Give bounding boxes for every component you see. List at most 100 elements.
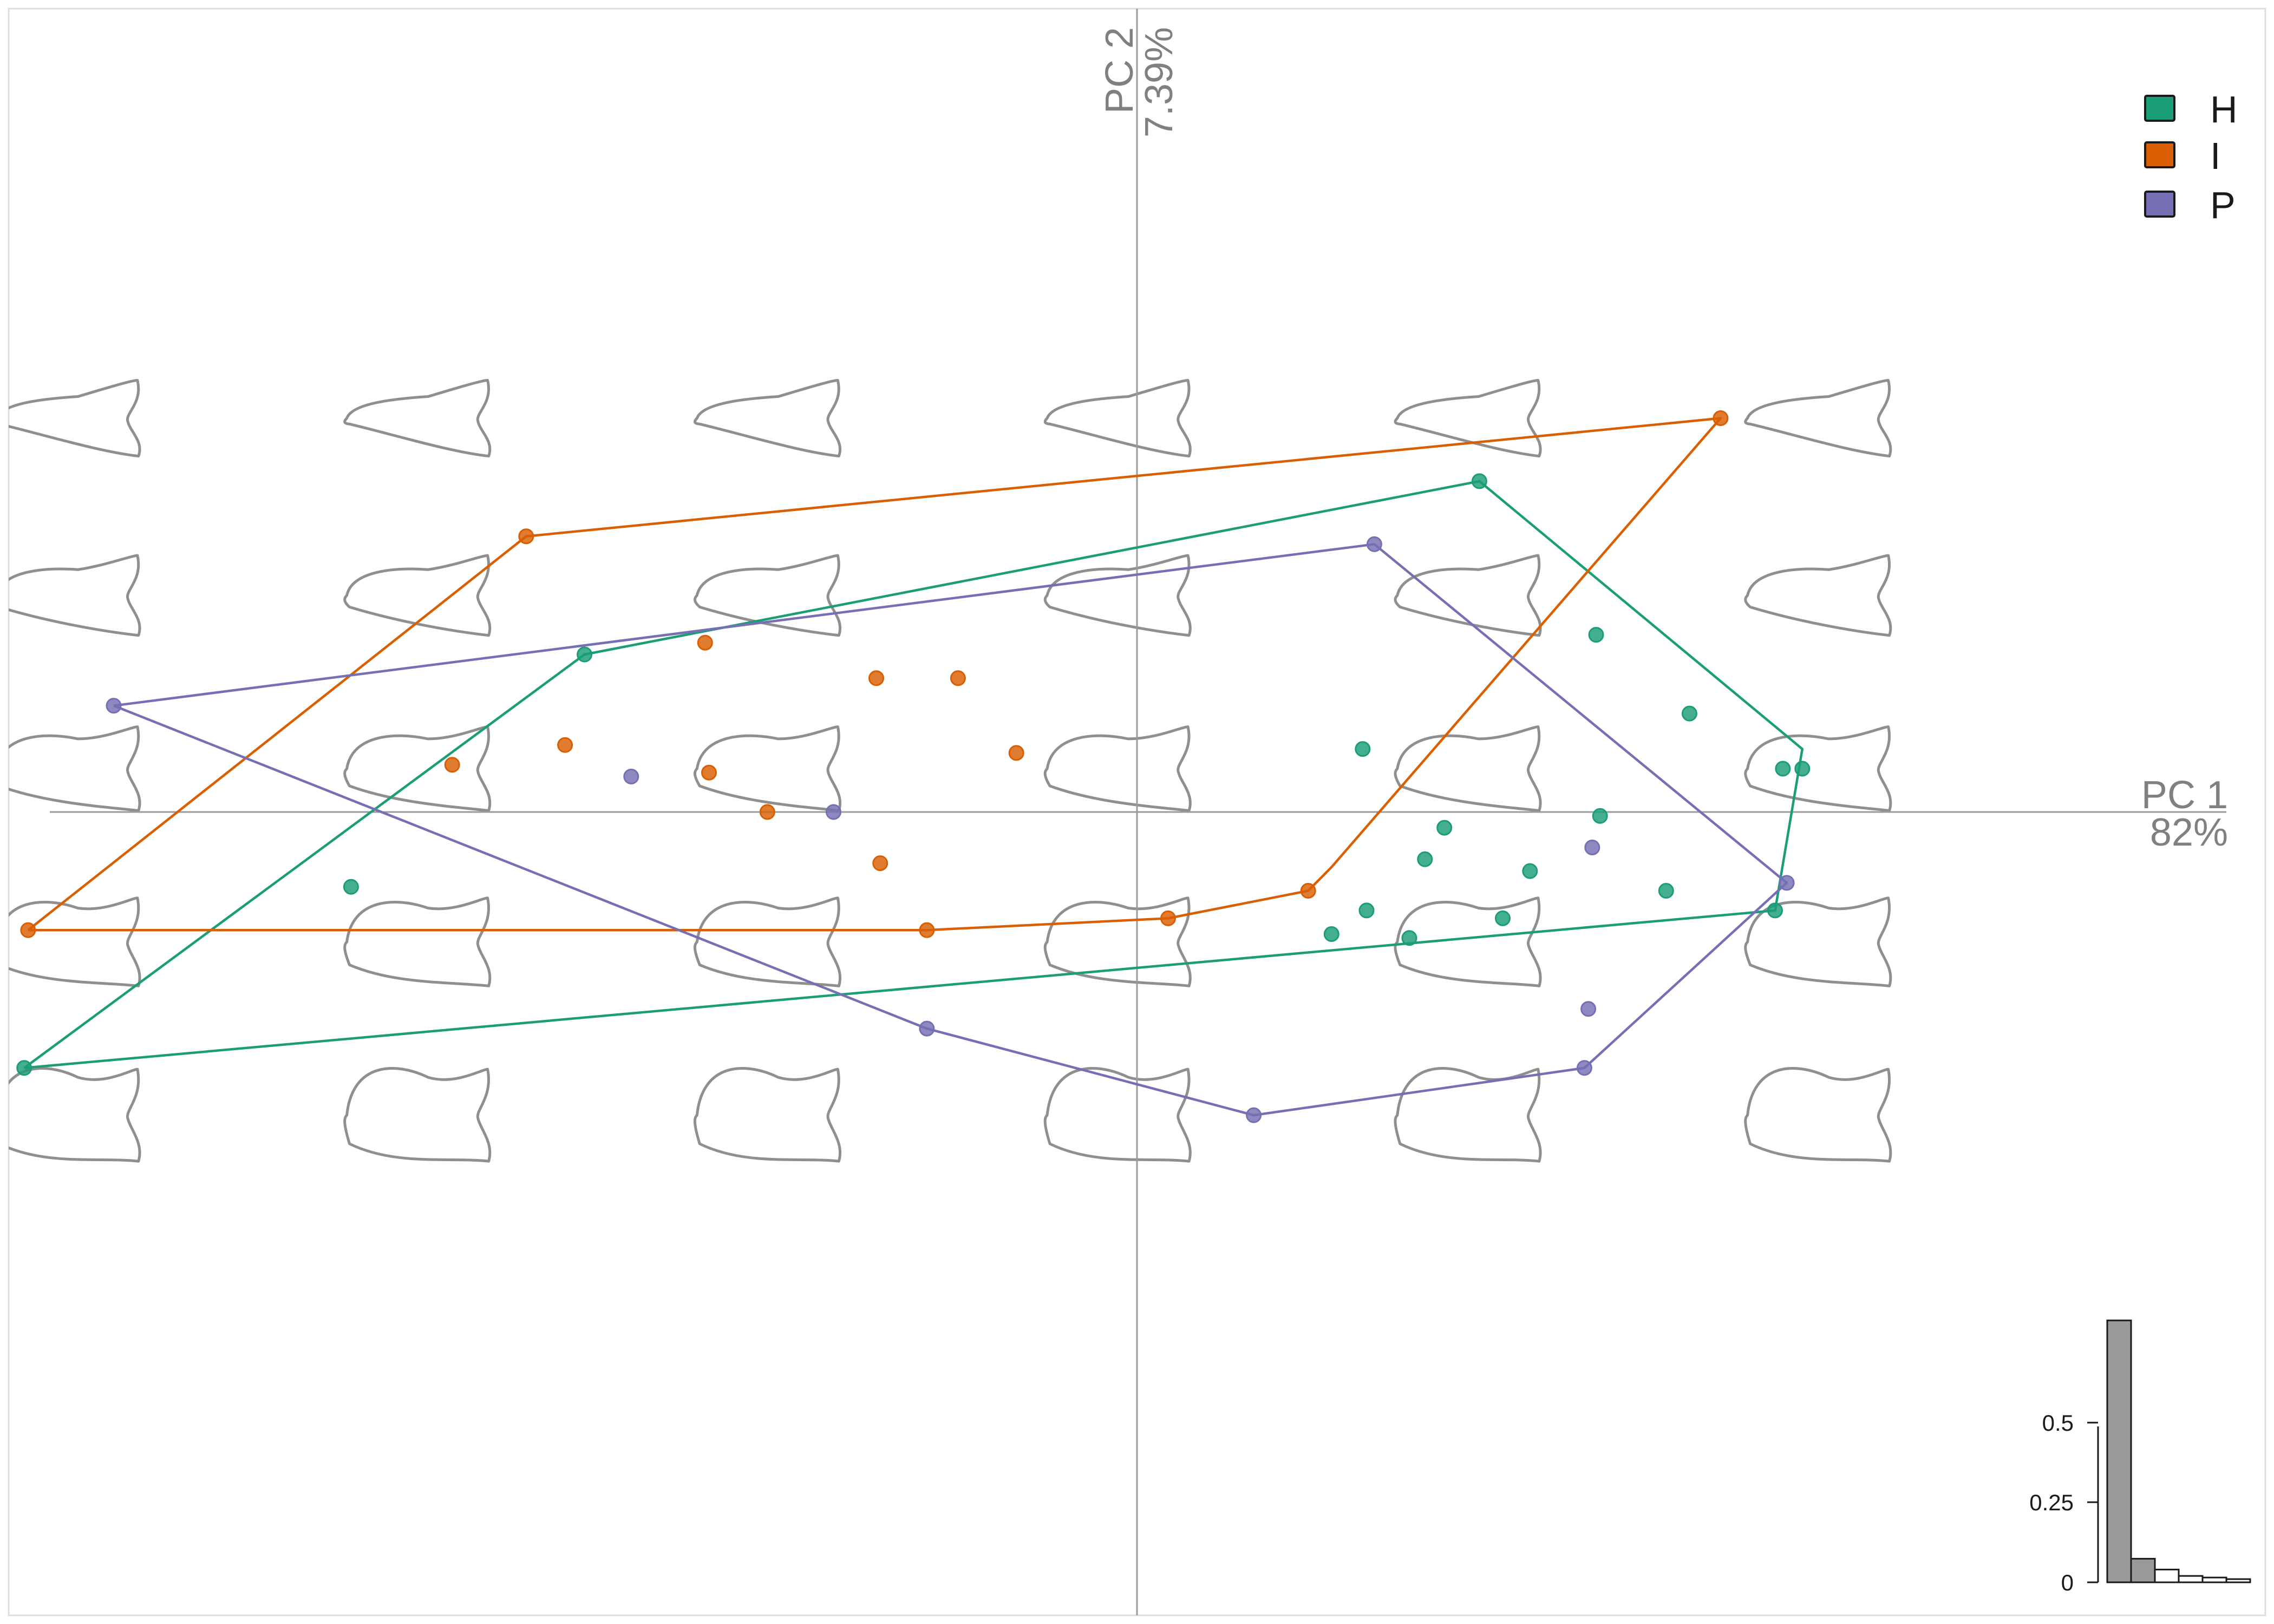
point-i-14 (20, 922, 36, 938)
hull-h (23, 480, 1804, 1070)
eig-bar-6 (2225, 1578, 2251, 1583)
morphospace-shape-r0-c3 (1043, 379, 1192, 458)
point-h-0 (343, 879, 359, 895)
point-h-15 (1401, 930, 1417, 946)
point-p-9 (106, 698, 122, 714)
legend-item-i: I (2144, 135, 2220, 177)
morphospace-shapes (9, 379, 1892, 1163)
eig-tick-label-05: 0.5 (2042, 1410, 2074, 1436)
eig-bar-4 (2178, 1575, 2204, 1583)
point-p-6 (1576, 1060, 1592, 1076)
point-i-3 (950, 670, 966, 686)
point-h-16 (1495, 910, 1511, 926)
legend-label-h: H (2210, 88, 2238, 130)
point-i-0 (518, 528, 534, 545)
morphospace-shape-r4-c5 (1744, 1067, 1892, 1163)
point-h-10 (1417, 851, 1433, 867)
point-i-2 (868, 670, 884, 686)
legend-label-p: P (2210, 184, 2236, 226)
morphospace-shape-r2-c2 (693, 725, 841, 813)
legend-swatch-i (2144, 141, 2175, 168)
morphospace-shape-r4-c4 (1394, 1067, 1542, 1163)
eig-bars (2106, 1319, 2251, 1583)
point-p-4 (1779, 875, 1795, 891)
morphospace-shape-r1-c0 (9, 554, 141, 637)
data-points (16, 410, 1811, 1123)
point-i-12 (1300, 883, 1316, 899)
point-p-5 (1580, 1001, 1597, 1017)
pc2-axis-title: PC 2 7.39% (1098, 27, 1181, 137)
morphospace-shape-r1-c5 (1744, 554, 1892, 637)
point-p-1 (826, 804, 841, 820)
morphospace-shape-r3-c5 (1744, 896, 1892, 987)
point-p-3 (1584, 840, 1600, 855)
morphospace-shape-r3-c4 (1394, 896, 1542, 987)
point-h-13 (1323, 926, 1339, 942)
eig-tick-label-025: 0.25 (2029, 1490, 2074, 1515)
pc1-axis-variance: 82% (2150, 811, 2228, 854)
morphospace-shape-r3-c0 (9, 896, 141, 987)
point-i-4 (557, 737, 573, 753)
point-i-10 (919, 922, 935, 938)
point-h-7 (1355, 741, 1371, 757)
pc2-axis-variance: 7.39% (1138, 27, 1181, 137)
morphospace-shape-r2-c4 (1394, 725, 1542, 813)
point-p-8 (919, 1020, 935, 1037)
morphospace-shape-r0-c0 (9, 379, 141, 458)
morphospace-shape-r2-c1 (343, 725, 492, 813)
convex-hulls (23, 417, 1804, 1117)
morphospace-shape-r0-c4 (1394, 379, 1542, 458)
point-i-6 (701, 764, 717, 781)
pc1-axis-label: PC 1 (2141, 774, 2228, 817)
pc2-axis-label: PC 2 (1098, 27, 1141, 114)
point-h-17 (1767, 902, 1783, 919)
morphospace-shape-r1-c1 (343, 554, 492, 637)
eig-bar-1 (2106, 1319, 2132, 1583)
point-i-8 (759, 804, 775, 820)
morphospace-shape-r4-c1 (343, 1067, 492, 1163)
eig-bar-3 (2154, 1568, 2180, 1583)
morphospace-shape-r0-c2 (693, 379, 841, 458)
point-i-9 (872, 855, 888, 872)
point-p-2 (1366, 536, 1382, 552)
eig-bar-5 (2201, 1576, 2227, 1583)
legend-swatch-h (2144, 95, 2175, 122)
point-h-5 (1794, 761, 1811, 777)
point-i-7 (1008, 745, 1024, 761)
legend-item-p: P (2144, 184, 2236, 226)
morphospace-shape-r2-c3 (1043, 725, 1192, 813)
morphospace-shape-r4-c2 (693, 1067, 841, 1163)
point-h-8 (1592, 808, 1608, 824)
legend-item-h: H (2144, 88, 2238, 130)
point-h-11 (1522, 863, 1538, 879)
point-p-0 (623, 769, 639, 784)
eig-tick-label-0: 0 (2061, 1570, 2074, 1595)
legend: H I P (2144, 88, 2238, 226)
morphospace-shape-r1-c4 (1394, 554, 1542, 637)
point-h-1 (577, 646, 593, 663)
point-h-9 (1436, 820, 1453, 836)
point-i-11 (1160, 910, 1176, 926)
morphospace-shape-r4-c0 (9, 1067, 141, 1163)
morphospace-shape-r2-c5 (1744, 725, 1892, 813)
pc1-axis-title: PC 1 82% (2141, 774, 2228, 854)
morphospace-shape-r2-c0 (9, 725, 141, 813)
point-h-6 (1775, 761, 1791, 777)
point-i-1 (697, 634, 713, 651)
point-h-12 (1658, 883, 1674, 899)
morphospace-shape-r3-c1 (343, 896, 492, 987)
legend-label-i: I (2210, 135, 2220, 177)
point-h-14 (1358, 902, 1375, 919)
morphospace-shape-r0-c1 (343, 379, 492, 458)
morphospace-shape-r1-c3 (1043, 554, 1192, 637)
morphospace-shape-r0-c5 (1744, 379, 1892, 458)
point-i-5 (444, 757, 460, 773)
point-i-13 (1713, 410, 1729, 426)
eigenvalue-barplot: 0 0.25 0.5 (2029, 1319, 2251, 1595)
eig-bar-2 (2130, 1557, 2156, 1583)
morphospace-shape-r4-c3 (1043, 1067, 1192, 1163)
legend-swatch-p (2144, 191, 2175, 218)
morphospace-shape-r3-c2 (693, 896, 841, 987)
point-h-2 (1471, 473, 1487, 489)
